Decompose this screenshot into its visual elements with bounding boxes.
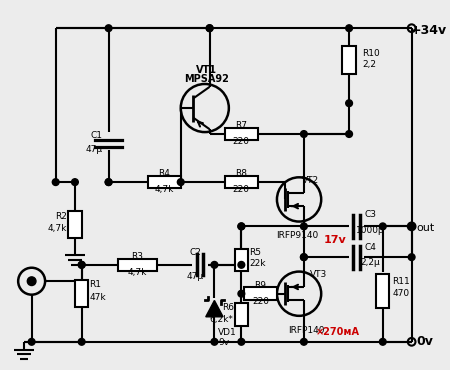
Text: C3: C3 <box>364 210 376 219</box>
Circle shape <box>301 254 307 260</box>
Text: 47k: 47k <box>90 293 106 302</box>
FancyBboxPatch shape <box>148 176 181 188</box>
Circle shape <box>301 131 307 137</box>
Text: 6,2k*: 6,2k* <box>210 315 234 324</box>
Text: R2: R2 <box>55 212 67 221</box>
FancyBboxPatch shape <box>376 274 390 307</box>
Circle shape <box>408 223 415 230</box>
Text: VT2: VT2 <box>302 176 319 185</box>
Circle shape <box>379 339 386 345</box>
Text: 220: 220 <box>233 137 250 146</box>
Circle shape <box>238 223 245 230</box>
Text: VT3: VT3 <box>310 270 327 279</box>
Text: R8: R8 <box>235 169 248 178</box>
Circle shape <box>408 254 415 260</box>
Circle shape <box>238 223 245 230</box>
Circle shape <box>379 223 386 230</box>
Text: VD1: VD1 <box>218 328 237 337</box>
FancyBboxPatch shape <box>342 46 356 74</box>
Text: 2,2: 2,2 <box>363 60 377 69</box>
Circle shape <box>105 25 112 31</box>
Text: 4,7k: 4,7k <box>155 185 174 194</box>
Text: 220: 220 <box>233 185 250 194</box>
Circle shape <box>78 262 85 268</box>
Circle shape <box>301 339 307 345</box>
Circle shape <box>238 262 245 268</box>
Text: 47µ: 47µ <box>187 272 204 281</box>
Circle shape <box>238 290 245 297</box>
Circle shape <box>211 262 218 268</box>
FancyBboxPatch shape <box>234 249 248 270</box>
Text: C2: C2 <box>189 248 201 257</box>
Polygon shape <box>206 300 223 317</box>
Text: R3: R3 <box>131 252 144 261</box>
FancyBboxPatch shape <box>118 259 157 271</box>
Text: R1: R1 <box>90 280 101 289</box>
Text: R11: R11 <box>392 277 410 286</box>
Text: IRFP9140: IRFP9140 <box>276 232 318 240</box>
Text: MPSA92: MPSA92 <box>184 74 229 84</box>
Text: 0v: 0v <box>417 335 433 348</box>
Text: R9: R9 <box>255 280 266 290</box>
Circle shape <box>78 262 85 268</box>
Text: 22k: 22k <box>249 259 266 268</box>
Text: 47µ: 47µ <box>86 145 103 154</box>
Circle shape <box>105 179 112 185</box>
Text: R5: R5 <box>249 248 261 257</box>
Text: 4,7k: 4,7k <box>128 268 147 277</box>
Circle shape <box>211 339 218 345</box>
Circle shape <box>346 131 352 137</box>
Text: 4,7k: 4,7k <box>48 224 67 233</box>
Text: 9v: 9v <box>218 338 230 347</box>
FancyBboxPatch shape <box>75 280 88 307</box>
Circle shape <box>346 25 352 31</box>
Text: +34v: +34v <box>411 24 447 37</box>
Text: 17v: 17v <box>323 235 346 245</box>
Text: R10: R10 <box>363 49 380 58</box>
Circle shape <box>78 339 85 345</box>
Circle shape <box>206 25 213 31</box>
Text: R4: R4 <box>158 169 171 178</box>
Text: VT1: VT1 <box>196 64 217 75</box>
Text: R7: R7 <box>235 121 248 130</box>
Text: 2,2µ: 2,2µ <box>360 258 380 268</box>
Text: 1000µ: 1000µ <box>356 226 385 235</box>
Text: out: out <box>416 223 434 233</box>
Circle shape <box>206 25 213 31</box>
Circle shape <box>238 339 245 345</box>
Circle shape <box>346 100 352 107</box>
Text: ×270мА: ×270мА <box>315 327 360 337</box>
Circle shape <box>301 223 307 230</box>
FancyBboxPatch shape <box>68 211 81 238</box>
FancyBboxPatch shape <box>244 287 277 300</box>
Text: IRFP140: IRFP140 <box>288 326 325 335</box>
Text: R6: R6 <box>222 303 234 312</box>
Circle shape <box>105 179 112 185</box>
Text: 220: 220 <box>252 297 269 306</box>
FancyBboxPatch shape <box>225 176 258 188</box>
Text: C1: C1 <box>91 131 103 141</box>
Circle shape <box>52 179 59 185</box>
Text: C4: C4 <box>364 243 376 252</box>
Circle shape <box>177 179 184 185</box>
FancyBboxPatch shape <box>225 128 258 140</box>
Text: 470: 470 <box>392 289 410 298</box>
Circle shape <box>28 339 35 345</box>
FancyBboxPatch shape <box>234 303 248 326</box>
Circle shape <box>27 277 36 286</box>
Circle shape <box>301 254 307 260</box>
Circle shape <box>72 179 78 185</box>
